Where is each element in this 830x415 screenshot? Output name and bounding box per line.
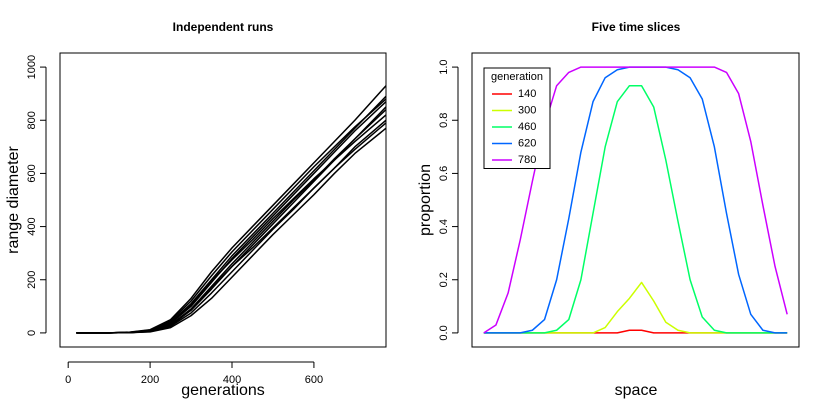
y-axis-title: range diameter bbox=[5, 146, 22, 254]
legend-label: 780 bbox=[518, 154, 536, 166]
x-tick-label: 400 bbox=[223, 374, 241, 386]
legend-label: 140 bbox=[518, 88, 536, 100]
data-line bbox=[76, 127, 387, 334]
y-tick-label: 0.8 bbox=[438, 113, 450, 128]
plot-frame bbox=[59, 52, 387, 348]
x-tick-label: 0 bbox=[65, 374, 71, 386]
y-tick-label: 400 bbox=[26, 217, 38, 235]
panel-title: Five time slices bbox=[592, 20, 681, 34]
x-tick-label: 600 bbox=[305, 374, 323, 386]
legend-label: 300 bbox=[518, 104, 536, 116]
y-tick-label: 0.4 bbox=[438, 219, 450, 234]
y-tick-label: 0.6 bbox=[438, 166, 450, 181]
data-line bbox=[76, 119, 387, 334]
y-tick-label: 0 bbox=[26, 330, 38, 336]
plot-frame bbox=[471, 52, 800, 348]
legend-title: generation bbox=[491, 71, 543, 83]
data-line bbox=[76, 122, 387, 334]
data-line bbox=[483, 281, 788, 334]
legend-label: 620 bbox=[518, 137, 536, 149]
y-tick-label: 0.0 bbox=[438, 325, 450, 340]
legend-label: 460 bbox=[518, 121, 536, 133]
x-tick-label: 200 bbox=[141, 374, 159, 386]
y-tick-label: 0.2 bbox=[438, 272, 450, 287]
y-tick-label: 200 bbox=[26, 271, 38, 289]
y-tick-label: 1000 bbox=[26, 55, 38, 79]
data-line bbox=[76, 85, 387, 334]
data-line bbox=[76, 98, 387, 334]
y-tick-label: 600 bbox=[26, 164, 38, 182]
y-tick-label: 1.0 bbox=[438, 59, 450, 74]
x-axis-title: space bbox=[615, 382, 658, 399]
y-axis-title: proportion bbox=[417, 164, 434, 236]
y-tick-label: 800 bbox=[26, 111, 38, 129]
legend-box bbox=[483, 67, 551, 169]
data-line bbox=[483, 66, 788, 334]
data-line bbox=[483, 84, 788, 334]
panel-title: Independent runs bbox=[173, 20, 274, 34]
x-axis-title: generations bbox=[181, 382, 265, 399]
data-line bbox=[76, 95, 387, 334]
